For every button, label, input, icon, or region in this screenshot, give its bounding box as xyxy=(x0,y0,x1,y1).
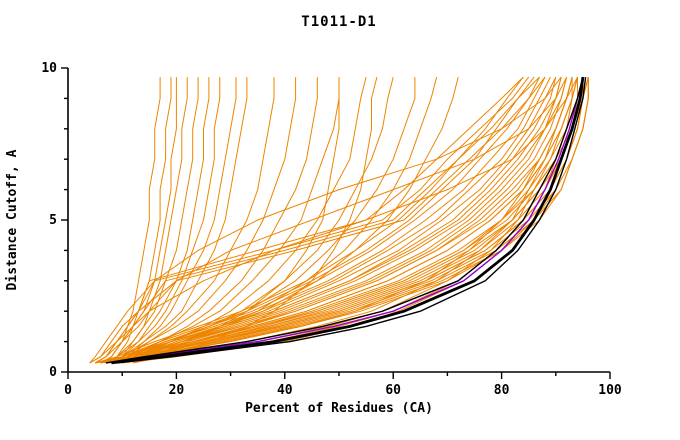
x-tick-label: 60 xyxy=(385,383,401,398)
x-tick-label: 20 xyxy=(169,383,185,398)
x-axis-label: Percent of Residues (CA) xyxy=(245,401,433,416)
highlight-curves-black xyxy=(116,77,587,364)
model-curves-orange xyxy=(132,76,378,364)
x-tick-label: 100 xyxy=(598,383,622,398)
model-curves-orange xyxy=(105,76,557,364)
model-curves-orange xyxy=(105,76,568,364)
y-axis-label: Distance Cutoff, A xyxy=(5,149,20,290)
highlight-curves-black xyxy=(105,76,584,364)
model-curves-orange xyxy=(122,77,340,364)
model-curves-orange xyxy=(89,76,530,364)
model-curves-orange xyxy=(100,76,535,364)
highlight-curve-purple xyxy=(105,76,584,364)
best-model-curve-black-thick xyxy=(111,76,585,365)
model-curves-orange xyxy=(105,77,248,364)
x-tick-label: 80 xyxy=(494,383,510,398)
tick-labels-layer: 0 20 40 60 80 100 0 5 10 xyxy=(41,61,622,398)
y-tick-label: 5 xyxy=(49,213,57,228)
model-curves-orange xyxy=(94,76,562,364)
model-curves-orange xyxy=(94,76,546,364)
x-tick-label: 40 xyxy=(277,383,293,398)
model-curves-orange xyxy=(100,76,557,364)
model-curves-orange xyxy=(100,76,568,364)
model-curves-orange xyxy=(111,76,562,364)
model-curves-orange xyxy=(100,77,297,364)
model-curves-orange xyxy=(105,77,199,364)
model-curves-orange xyxy=(94,76,524,364)
model-curves-orange xyxy=(111,77,172,364)
axes-layer xyxy=(61,67,611,379)
y-tick-label: 0 xyxy=(49,365,57,380)
chart-title: T1011-D1 xyxy=(301,14,376,30)
model-curves-orange xyxy=(100,77,589,364)
x-tick-label: 0 xyxy=(64,383,72,398)
model-curves-orange xyxy=(100,76,573,364)
y-tick-label: 10 xyxy=(41,61,57,76)
model-curves-orange xyxy=(100,77,221,364)
model-curves-layer xyxy=(89,76,589,365)
model-curves-orange xyxy=(105,77,161,364)
model-curves-orange xyxy=(89,76,568,364)
model-curves-orange xyxy=(95,76,573,364)
model-curves-orange xyxy=(94,76,546,364)
